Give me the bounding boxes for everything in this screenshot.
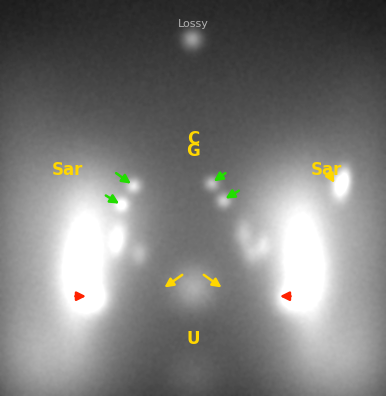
Text: U: U bbox=[186, 330, 200, 348]
Text: G: G bbox=[186, 142, 200, 160]
Text: Lossy: Lossy bbox=[178, 19, 208, 29]
Text: C: C bbox=[187, 130, 199, 148]
Text: Sar: Sar bbox=[310, 161, 342, 179]
Text: Sar: Sar bbox=[52, 161, 83, 179]
